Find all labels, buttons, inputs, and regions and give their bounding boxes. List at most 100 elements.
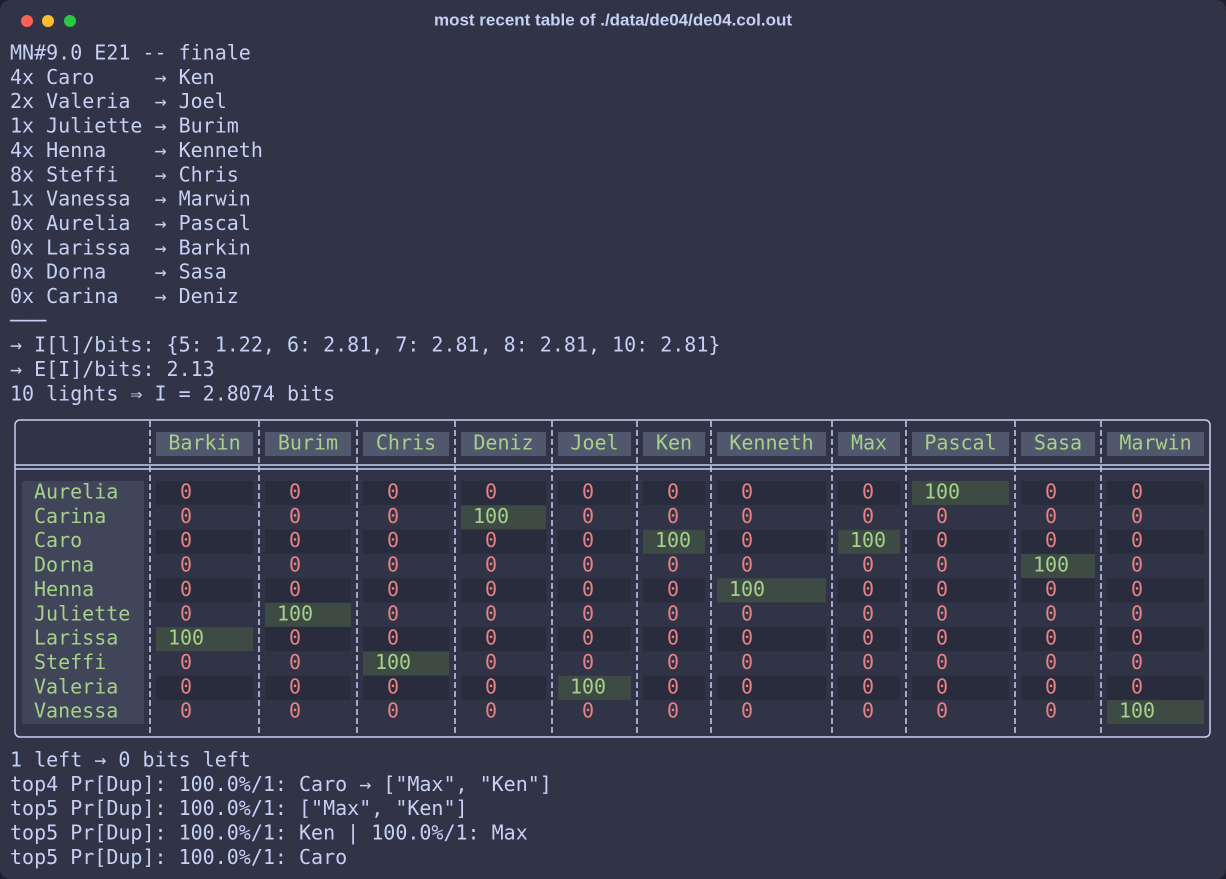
column-header: Joel bbox=[570, 431, 618, 455]
cell-value: 0 bbox=[582, 480, 594, 504]
cell-bg bbox=[461, 529, 546, 554]
cell-value: 0 bbox=[289, 650, 301, 674]
column-header-bg bbox=[643, 432, 705, 456]
cell-value: 0 bbox=[582, 699, 594, 723]
cell-value: 0 bbox=[936, 650, 948, 674]
column-header-bg bbox=[1021, 432, 1095, 456]
cell-bg bbox=[717, 529, 826, 554]
terminal-line: 8x Steffi → Chris bbox=[10, 162, 239, 186]
zoom-button[interactable] bbox=[64, 15, 76, 27]
column-header: Ken bbox=[656, 431, 692, 455]
terminal-line: 0x Larissa → Barkin bbox=[10, 235, 251, 259]
cell-value: 0 bbox=[862, 480, 874, 504]
terminal-line: top5 Pr[Dup]: 100.0%/1: Caro bbox=[10, 845, 347, 869]
cell-value: 0 bbox=[485, 528, 497, 552]
cell-value: 100 bbox=[850, 528, 886, 552]
cell-value: 0 bbox=[741, 674, 753, 698]
column-header-bg bbox=[717, 432, 826, 456]
cell-value: 0 bbox=[582, 553, 594, 577]
cell-value: 0 bbox=[936, 553, 948, 577]
cell-bg bbox=[838, 481, 900, 505]
minimize-button[interactable] bbox=[42, 15, 54, 27]
cell-value: 0 bbox=[582, 577, 594, 601]
cell-value: 0 bbox=[1045, 504, 1057, 528]
cell-value: 0 bbox=[1045, 650, 1057, 674]
cell-value: 0 bbox=[289, 699, 301, 723]
terminal-line: → I[l]/bits: {5: 1.22, 6: 2.81, 7: 2.81,… bbox=[10, 333, 720, 357]
cell-value: 0 bbox=[862, 626, 874, 650]
terminal-line: top5 Pr[Dup]: 100.0%/1: Ken | 100.0%/1: … bbox=[10, 821, 528, 845]
cell-bg bbox=[156, 481, 253, 505]
cell-value: 0 bbox=[485, 626, 497, 650]
cell-bg bbox=[717, 627, 826, 652]
cell-value: 0 bbox=[1131, 674, 1143, 698]
cell-value: 0 bbox=[180, 699, 192, 723]
cell-bg bbox=[265, 602, 351, 627]
terminal-line: 0x Dorna → Sasa bbox=[10, 260, 227, 284]
cell-value: 0 bbox=[1131, 577, 1143, 601]
cell-bg bbox=[363, 481, 449, 505]
terminal-line: ─── bbox=[9, 308, 47, 332]
cell-bg bbox=[156, 529, 253, 554]
cell-value: 0 bbox=[1045, 601, 1057, 625]
column-header: Max bbox=[851, 431, 887, 455]
cell-value: 0 bbox=[1131, 504, 1143, 528]
cell-value: 0 bbox=[936, 528, 948, 552]
terminal-line: 4x Caro → Ken bbox=[10, 65, 215, 89]
cell-bg bbox=[363, 578, 449, 603]
cell-value: 0 bbox=[582, 528, 594, 552]
cell-value: 100 bbox=[570, 674, 606, 698]
cell-bg bbox=[461, 675, 546, 700]
cell-bg bbox=[558, 481, 631, 505]
cell-value: 0 bbox=[582, 650, 594, 674]
cell-value: 0 bbox=[862, 504, 874, 528]
cell-bg bbox=[717, 578, 826, 603]
cell-bg bbox=[643, 578, 705, 603]
row-name: Valeria bbox=[34, 674, 118, 698]
column-header-bg bbox=[1107, 432, 1204, 456]
cell-value: 0 bbox=[180, 601, 192, 625]
cell-value: 100 bbox=[473, 504, 509, 528]
column-header: Burim bbox=[278, 431, 338, 455]
cell-value: 0 bbox=[180, 553, 192, 577]
cell-bg bbox=[265, 578, 351, 603]
cell-bg bbox=[1107, 627, 1204, 652]
cell-value: 0 bbox=[485, 601, 497, 625]
cell-value: 0 bbox=[862, 601, 874, 625]
cell-value: 0 bbox=[862, 674, 874, 698]
row-name: Aurelia bbox=[34, 480, 118, 504]
column-header: Barkin bbox=[168, 431, 240, 455]
cell-value: 0 bbox=[387, 504, 399, 528]
cell-bg bbox=[156, 675, 253, 700]
cell-bg bbox=[363, 627, 449, 652]
cell-value: 0 bbox=[667, 699, 679, 723]
cell-bg bbox=[912, 481, 1009, 505]
cell-value: 0 bbox=[741, 626, 753, 650]
cell-value: 0 bbox=[180, 577, 192, 601]
cell-value: 0 bbox=[1045, 626, 1057, 650]
column-header-bg bbox=[363, 432, 449, 456]
cell-value: 0 bbox=[862, 650, 874, 674]
column-header: Kenneth bbox=[729, 431, 813, 455]
cell-value: 0 bbox=[485, 650, 497, 674]
cell-bg bbox=[643, 675, 705, 700]
cell-value: 100 bbox=[277, 601, 313, 625]
cell-bg bbox=[156, 578, 253, 603]
cell-value: 0 bbox=[180, 674, 192, 698]
cell-value: 0 bbox=[936, 504, 948, 528]
cell-bg bbox=[461, 505, 546, 530]
cell-bg bbox=[1107, 675, 1204, 700]
cell-value: 0 bbox=[1045, 528, 1057, 552]
cell-value: 100 bbox=[729, 577, 765, 601]
cell-bg bbox=[838, 529, 900, 554]
close-button[interactable] bbox=[21, 15, 33, 27]
column-header-bg bbox=[461, 432, 546, 456]
cell-value: 0 bbox=[582, 626, 594, 650]
cell-value: 0 bbox=[862, 699, 874, 723]
terminal-line: 2x Valeria → Joel bbox=[10, 89, 227, 113]
cell-value: 100 bbox=[924, 480, 960, 504]
cell-value: 0 bbox=[936, 601, 948, 625]
cell-value: 0 bbox=[485, 674, 497, 698]
column-header-bg bbox=[912, 432, 1009, 456]
